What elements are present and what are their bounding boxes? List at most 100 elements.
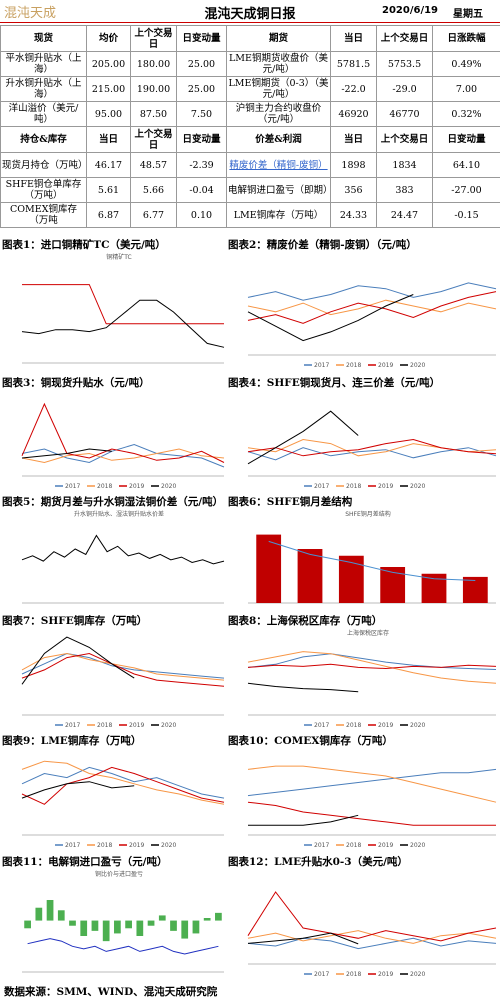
table-cell: 5781.5 [331,52,377,77]
table-cell: 上个交易日 [131,127,177,153]
bar [69,921,76,926]
legend-label: 2018 [346,483,361,490]
legend-label: 2019 [378,722,393,729]
legend-label: 2018 [346,722,361,729]
line [22,637,134,684]
table-cell: LME铜期货收盘价（美元/吨） [227,52,331,77]
table-cell: -29.0 [377,77,433,102]
table-cell: 24.47 [377,203,433,228]
line [248,769,496,795]
chart: SHFE铜月差结构 [234,508,500,611]
legend-label: 2019 [378,483,393,490]
bar [181,921,188,939]
line [248,283,496,300]
chart: 铜精矿TC [8,251,230,371]
legend-label: 2017 [314,971,329,978]
bar [35,908,42,921]
date: 2020/6/19 [382,5,438,16]
table-row: 现货均价上个交易日日变动量期货当日上个交易日日涨跌幅 [1,26,500,52]
bar [92,921,99,931]
bar [215,913,222,921]
table-cell: 平水铜升贴水（上海） [1,52,87,77]
legend-label: 2017 [65,722,80,729]
chart-caption: 图表3：铜现货升贴水（元/吨） [2,375,150,390]
table-cell: 25.00 [177,52,227,77]
bar [47,900,54,921]
table-cell: 6.77 [131,203,177,228]
table-cell: 24.33 [331,203,377,228]
line [28,939,219,954]
table-cell: 6.87 [87,203,131,228]
table-cell: -2.39 [177,153,227,178]
header: 混沌天成 混沌天成铜日报 2020/6/19 星期五 [0,0,500,23]
line [22,767,224,804]
table-cell: 0.10 [177,203,227,228]
table-cell: 持仓&库存 [1,127,87,153]
chart: 铜比价与进口盈亏 [8,868,230,980]
legend-label: 2018 [97,722,112,729]
table-cell: 当日 [331,127,377,153]
bar [159,915,166,920]
line [248,654,496,670]
legend-label: 2018 [346,842,361,849]
bar [136,921,143,936]
chart-caption: 图表11：电解铜进口盈亏（元/吨） [2,854,167,869]
table-cell: 5.61 [87,178,131,203]
table-cell: 现货 [1,26,87,52]
chart-caption: 图表5：期货月差与升水铜湿法铜价差（元/吨） [2,494,223,509]
table-cell: 0.49% [433,52,500,77]
bar [125,921,132,929]
table-cell: 46920 [331,102,377,127]
table-cell: 精废价差（精铜-废铜） [227,153,331,178]
chart-title: 铜比价与进口盈亏 [95,870,143,878]
table-cell: 64.10 [433,153,500,178]
table-cell: LME铜期货（0-3）（美元/吨） [227,77,331,102]
legend-label: 2018 [346,971,361,978]
table-cell: 7.50 [177,102,227,127]
chart-title: 升水铜升贴水、湿法铜升贴水价差 [74,510,164,518]
table-cell: 日变动量 [177,26,227,52]
table-cell: 期货 [227,26,331,52]
line [22,654,224,687]
table-cell: 均价 [87,26,131,52]
legend-label: 2020 [410,362,425,369]
table-cell: 46770 [377,102,433,127]
line [248,300,496,314]
table-cell: 205.00 [87,52,131,77]
line [248,295,413,341]
line [22,285,224,324]
line [22,445,224,468]
line [22,404,224,463]
table-cell: 48.57 [131,153,177,178]
table-cell: 0.32% [433,102,500,127]
table-cell: 7.00 [433,77,500,102]
table-cell: 电解铜进口盈亏（即期） [227,178,331,203]
chart-title: 铜精矿TC [106,253,132,261]
legend-label: 2020 [410,842,425,849]
table-cell: 日变动量 [177,127,227,153]
legend-label: 2019 [378,971,393,978]
line [248,931,496,944]
chart-title: 上海保税区库存 [347,629,389,637]
chart-caption: 图表8：上海保税区库存（万吨） [228,613,382,628]
legend-label: 2020 [161,483,176,490]
table-cell: 当日 [87,127,131,153]
bar [193,921,200,934]
chart-caption: 图表4：SHFE铜现货月、连三价差（元/吨） [228,375,440,390]
chart-caption: 图表10：COMEX铜库存（万吨） [228,733,393,748]
table-cell: 356 [331,178,377,203]
table-cell: -22.0 [331,77,377,102]
bar [24,921,31,929]
legend-label: 2017 [314,483,329,490]
line [22,654,224,681]
